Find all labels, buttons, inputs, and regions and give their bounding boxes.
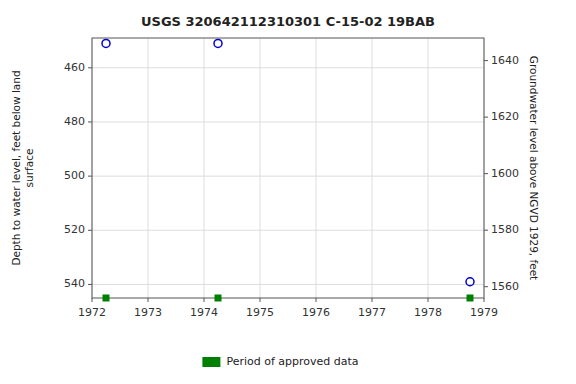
legend-swatch [202,357,220,367]
chart-svg: 1972 1973 1974 1975 1976 1977 1978 1979 460 480 50… [0,0,576,384]
x-tick [260,298,261,302]
y2-tick [484,60,488,61]
y-axis-label-line: surface [23,149,35,188]
grid-line-y [92,121,484,122]
grid-line-x [204,38,205,298]
grid-line-x [316,38,317,298]
x-tick-label: 1973 [134,306,162,319]
x-tick [316,298,317,302]
grid-line-y [92,230,484,231]
y2-tick [484,230,488,231]
y2-tick-label: 1620 [491,110,519,123]
point [102,39,110,47]
x-tick [148,298,149,302]
axes: 1972 1973 1974 1975 1976 1977 1978 1979 460 480 50… [64,54,519,319]
x-tick-label: 1972 [78,306,106,319]
plot-frame [92,38,484,298]
y-tick-label: 480 [64,115,85,128]
legend-label: Period of approved data [226,355,358,368]
point [214,39,222,47]
y2-tick [484,286,488,287]
grid-line-x [372,38,373,298]
y2-tick-label: 1580 [491,223,519,236]
x-tick-label: 1978 [414,306,442,319]
grid-line-x [260,38,261,298]
y-axis-label-line: Depth to water level, feet below land [10,70,22,265]
square-marker [215,295,222,302]
background [0,0,576,384]
legend: Period of approved data [202,355,358,368]
grid-line-y [92,176,484,177]
y2-tick-label: 1560 [491,280,519,293]
point [466,278,474,286]
x-tick [92,298,93,302]
x-tick-label: 1975 [246,306,274,319]
title: USGS 320642112310301 C-15-02 19BAB [141,14,435,29]
series-1 [103,295,474,302]
grid-line-x [148,38,149,298]
y-tick-label: 540 [64,277,85,290]
x-tick [484,298,485,302]
chart-container: 1972 1973 1974 1975 1976 1977 1978 1979 460 480 50… [0,0,576,384]
x-tick [372,298,373,302]
y2-tick [484,173,488,174]
y-tick [88,230,92,231]
x-tick-label: 1976 [302,306,330,319]
y2-tick-label: 1640 [491,54,519,67]
grid-line-x [428,38,429,298]
series-0 [102,39,474,285]
y-axis-label: Depth to water level, feet below landsur… [10,70,35,265]
y2-tick [484,117,488,118]
grid [92,38,484,298]
x-tick-label: 1977 [358,306,386,319]
y2-tick-label: 1600 [491,167,519,180]
y-tick-label: 460 [64,61,85,74]
x-tick [204,298,205,302]
x-tick [428,298,429,302]
x-tick-label: 1979 [470,306,498,319]
grid-line-y [92,67,484,68]
square-marker [103,295,110,302]
y2-axis-label: Groundwater level above NGVD 1929, feet [528,56,540,280]
grid-line-y [92,284,484,285]
y-tick [88,176,92,177]
y-tick-label: 520 [64,223,85,236]
y-tick [88,67,92,68]
square-marker [467,295,474,302]
y-tick-label: 500 [64,169,85,182]
x-tick-label: 1974 [190,306,218,319]
marks [102,39,474,301]
y-tick [88,284,92,285]
y-tick [88,121,92,122]
